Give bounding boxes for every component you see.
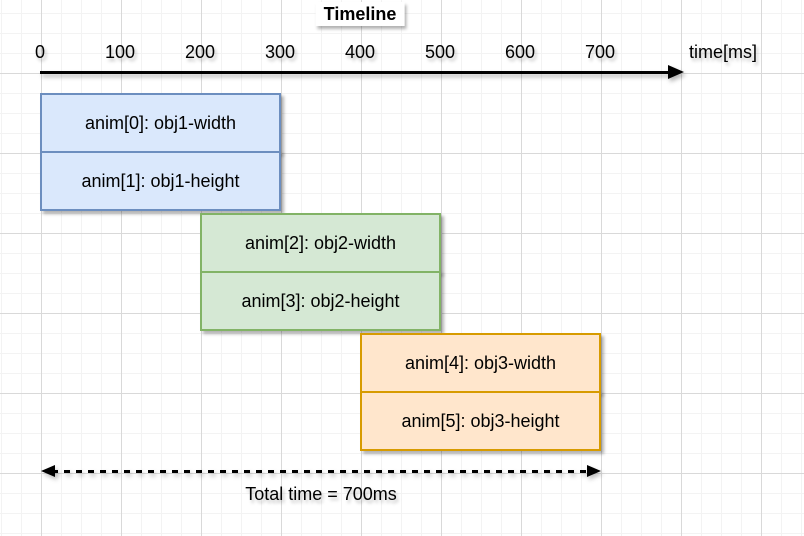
axis-tick-label: 400 [344,42,376,62]
total-time-label: Total time = 700ms [245,484,397,504]
anim-bar-label: anim[0]: obj1-width [84,112,237,133]
anim-bar-4: anim[4]: obj3-width [360,333,601,393]
anim-bar-label: anim[4]: obj3-width [404,352,557,373]
anim-bar-label: anim[2]: obj2-width [244,232,397,253]
axis-tick-label: 500 [424,42,456,62]
axis-tick-label: 0 [34,42,45,62]
axis-tick-label: 700 [584,42,616,62]
anim-bar-label: anim[3]: obj2-height [241,290,400,311]
diagram-title: Timeline [315,2,405,26]
axis-tick-label: 300 [264,42,296,62]
axis-line [40,71,672,74]
anim-bar-label: anim[1]: obj1-height [81,170,240,191]
arrow-left-icon [41,465,55,477]
axis-tick-label: 200 [184,42,216,62]
anim-bar-0: anim[0]: obj1-width [40,93,281,153]
anim-bar-3: anim[3]: obj2-height [200,271,441,331]
axis-arrowhead-icon [668,65,684,79]
axis-unit-label: time[ms] [688,42,757,62]
anim-bar-label: anim[5]: obj3-height [401,410,560,431]
axis-tick-label: 100 [104,42,136,62]
dashed-line [52,470,590,473]
arrow-right-icon [587,465,601,477]
anim-bar-1: anim[1]: obj1-height [40,151,281,211]
axis-tick-label: 600 [504,42,536,62]
anim-bar-2: anim[2]: obj2-width [200,213,441,273]
anim-bar-5: anim[5]: obj3-height [360,391,601,451]
